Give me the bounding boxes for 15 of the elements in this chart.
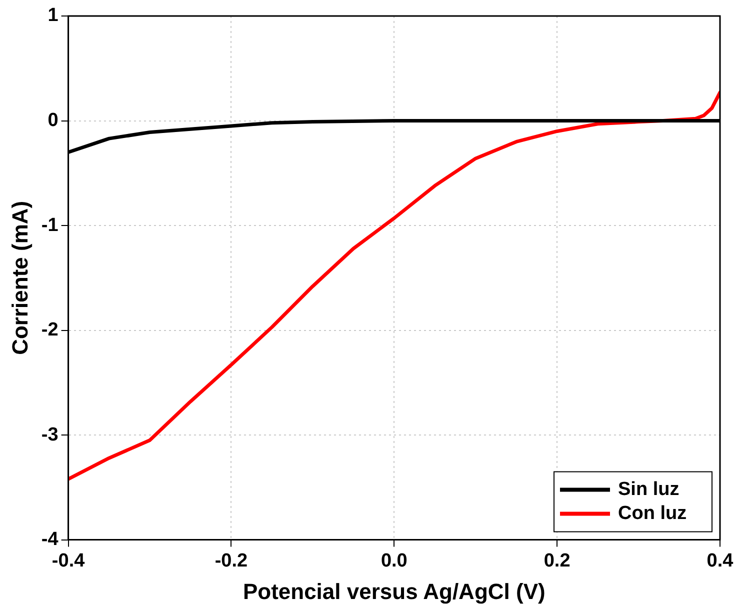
x-axis-title: Potencial versus Ag/AgCl (V) bbox=[242, 578, 546, 604]
y-tick-label: -1 bbox=[41, 214, 59, 236]
y-tick-label: 0 bbox=[48, 110, 58, 131]
x-tick-label: 0.2 bbox=[544, 550, 570, 572]
y-tick-label: -4 bbox=[41, 529, 59, 550]
y-axis-title: Corriente (mA) bbox=[7, 200, 32, 355]
y-tick-label: -2 bbox=[41, 320, 58, 341]
y-tick-label: -3 bbox=[41, 424, 58, 446]
legend-label: Sin luz bbox=[618, 479, 680, 500]
x-tick-label: 0.0 bbox=[380, 550, 408, 572]
x-tick-label: -0.4 bbox=[52, 550, 86, 572]
legend-label: Con luz bbox=[618, 503, 687, 524]
x-tick-label: 0.4 bbox=[706, 550, 734, 572]
y-tick-label: 1 bbox=[48, 5, 59, 26]
x-tick-label: -0.2 bbox=[214, 550, 248, 572]
